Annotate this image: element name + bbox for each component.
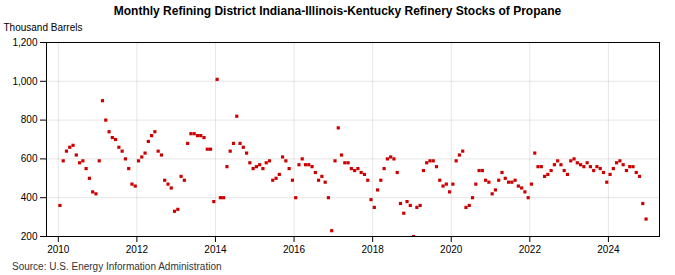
svg-text:2010: 2010: [47, 244, 70, 255]
svg-text:1,200: 1,200: [12, 37, 37, 48]
svg-text:2016: 2016: [283, 244, 306, 255]
svg-text:2012: 2012: [126, 244, 149, 255]
html-text:Source: U.S. Energy Informatio: Source: U.S. Energy Information Administ…: [12, 261, 222, 272]
svg-text:600: 600: [21, 153, 38, 164]
svg-text:2022: 2022: [519, 244, 542, 255]
svg-text:200: 200: [21, 231, 38, 242]
svg-text:2024: 2024: [597, 244, 620, 255]
svg-text:1,000: 1,000: [12, 76, 37, 87]
svg-text:2018: 2018: [362, 244, 385, 255]
svg-text:800: 800: [21, 114, 38, 125]
svg-text:2014: 2014: [204, 244, 227, 255]
svg-text:2020: 2020: [440, 244, 463, 255]
html-text:Monthly Refining District Indi: Monthly Refining District Indiana-Illino…: [113, 4, 562, 18]
svg-text:400: 400: [21, 192, 38, 203]
svg-text:Thousand Barrels: Thousand Barrels: [4, 22, 83, 33]
